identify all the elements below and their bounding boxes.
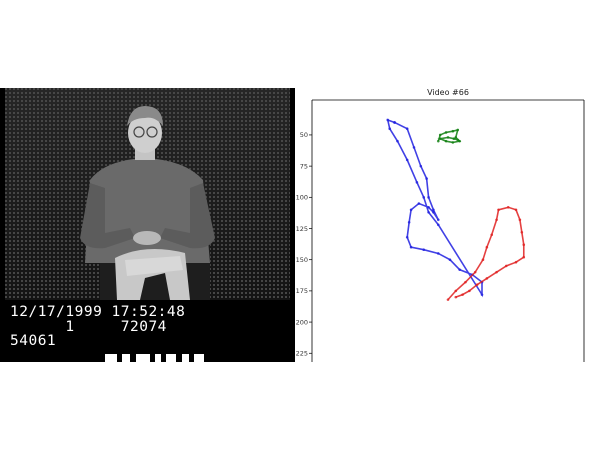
trajectory-point xyxy=(522,243,526,247)
trajectory-point xyxy=(522,255,526,259)
trajectory-point xyxy=(518,218,522,222)
trajectory-line-1 xyxy=(386,118,483,298)
trajectory-point xyxy=(438,133,442,137)
video-frame xyxy=(5,88,290,300)
y-tick-label: 100 xyxy=(296,194,308,202)
trajectory-point xyxy=(417,202,421,205)
trajectory-point xyxy=(461,293,464,296)
trajectory-point xyxy=(422,196,426,199)
y-tick-label: 225 xyxy=(296,350,308,358)
trajectory-point xyxy=(514,208,518,212)
trajectory-point xyxy=(419,164,423,168)
trajectory-point xyxy=(456,138,460,142)
trajectory-point xyxy=(490,233,494,237)
trajectory-line-3 xyxy=(437,128,462,144)
trajectory-point xyxy=(451,141,455,144)
date-time-overlay: 12/17/1999 17:52:48 xyxy=(10,304,186,320)
trajectory-point xyxy=(405,235,409,239)
trajectory-point xyxy=(485,277,489,280)
frame-number-overlay: 54061 xyxy=(10,333,57,349)
trajectory-point xyxy=(495,218,498,222)
trajectory-point xyxy=(446,298,450,301)
trajectory-point xyxy=(388,127,392,130)
y-tick-label: 50 xyxy=(300,131,308,139)
trajectory-point xyxy=(451,129,455,133)
trajectory-point xyxy=(495,270,498,274)
trajectory-point xyxy=(409,208,413,212)
trajectory-point xyxy=(427,196,430,199)
seated-person-image xyxy=(80,106,215,300)
trajectory-point xyxy=(448,258,452,261)
video-frame-panel: 12/17/1999 17:52:48 1 72074 54061 xyxy=(0,88,295,362)
trajectory-point xyxy=(407,220,411,224)
y-tick-label: 200 xyxy=(296,318,308,326)
trajectory-point xyxy=(506,205,510,209)
trajectory-point xyxy=(520,230,524,234)
trajectory-point xyxy=(456,128,460,132)
trajectory-point xyxy=(412,146,416,149)
trajectory-point xyxy=(386,118,390,122)
trajectory-point xyxy=(432,210,435,214)
trajectory-point xyxy=(514,260,518,264)
trajectory-point xyxy=(464,280,467,284)
trajectory-point xyxy=(436,139,440,143)
trajectory-point xyxy=(485,245,489,249)
plot-title: Video #66 xyxy=(427,88,469,97)
trajectory-point xyxy=(393,121,396,124)
trajectory-point xyxy=(480,293,484,296)
trajectory-point xyxy=(458,139,461,143)
trajectory-point xyxy=(468,289,471,293)
trajectory-point xyxy=(405,158,409,162)
y-tick-label: 150 xyxy=(296,256,308,264)
trajectory-point xyxy=(436,218,440,222)
trajectory-point xyxy=(497,208,500,212)
y-tick-label: 125 xyxy=(296,225,308,233)
trajectory-point xyxy=(405,127,409,130)
trajectory-point xyxy=(425,177,428,180)
trajectory-point xyxy=(432,208,435,212)
trajectory-point xyxy=(454,136,458,139)
trajectory-point xyxy=(427,205,430,209)
y-tick-label: 75 xyxy=(300,162,308,170)
trajectory-point xyxy=(452,137,456,140)
trajectory-plot: 50 75 100 125 150 175 200 225 xyxy=(296,99,585,362)
trajectory-point xyxy=(454,295,458,299)
trajectory-line-2 xyxy=(447,206,525,301)
trajectory-point xyxy=(438,137,442,140)
trajectory-point xyxy=(436,252,440,255)
trajectory-point xyxy=(481,258,485,261)
y-tick-label: 175 xyxy=(296,287,308,295)
trajectory-point xyxy=(473,270,477,274)
trajectory-point xyxy=(446,136,450,139)
trajectory-point xyxy=(427,210,430,214)
trajectory-point xyxy=(444,139,448,143)
trajectory-point xyxy=(436,223,440,227)
trajectory-point xyxy=(409,245,413,249)
trajectory-point xyxy=(504,264,508,268)
counter-overlay: 1 72074 xyxy=(10,319,167,335)
trajectory-plot-panel: Video #66 50 75 100 125 150 175 200 225 xyxy=(296,88,600,362)
trajectory-point xyxy=(475,283,479,286)
trajectory-point xyxy=(415,181,419,184)
trajectory-point xyxy=(454,289,458,293)
trajectory-point xyxy=(422,248,426,252)
trajectory-point xyxy=(458,268,461,271)
trajectory-point xyxy=(396,139,399,143)
trajectory-point xyxy=(444,131,448,134)
